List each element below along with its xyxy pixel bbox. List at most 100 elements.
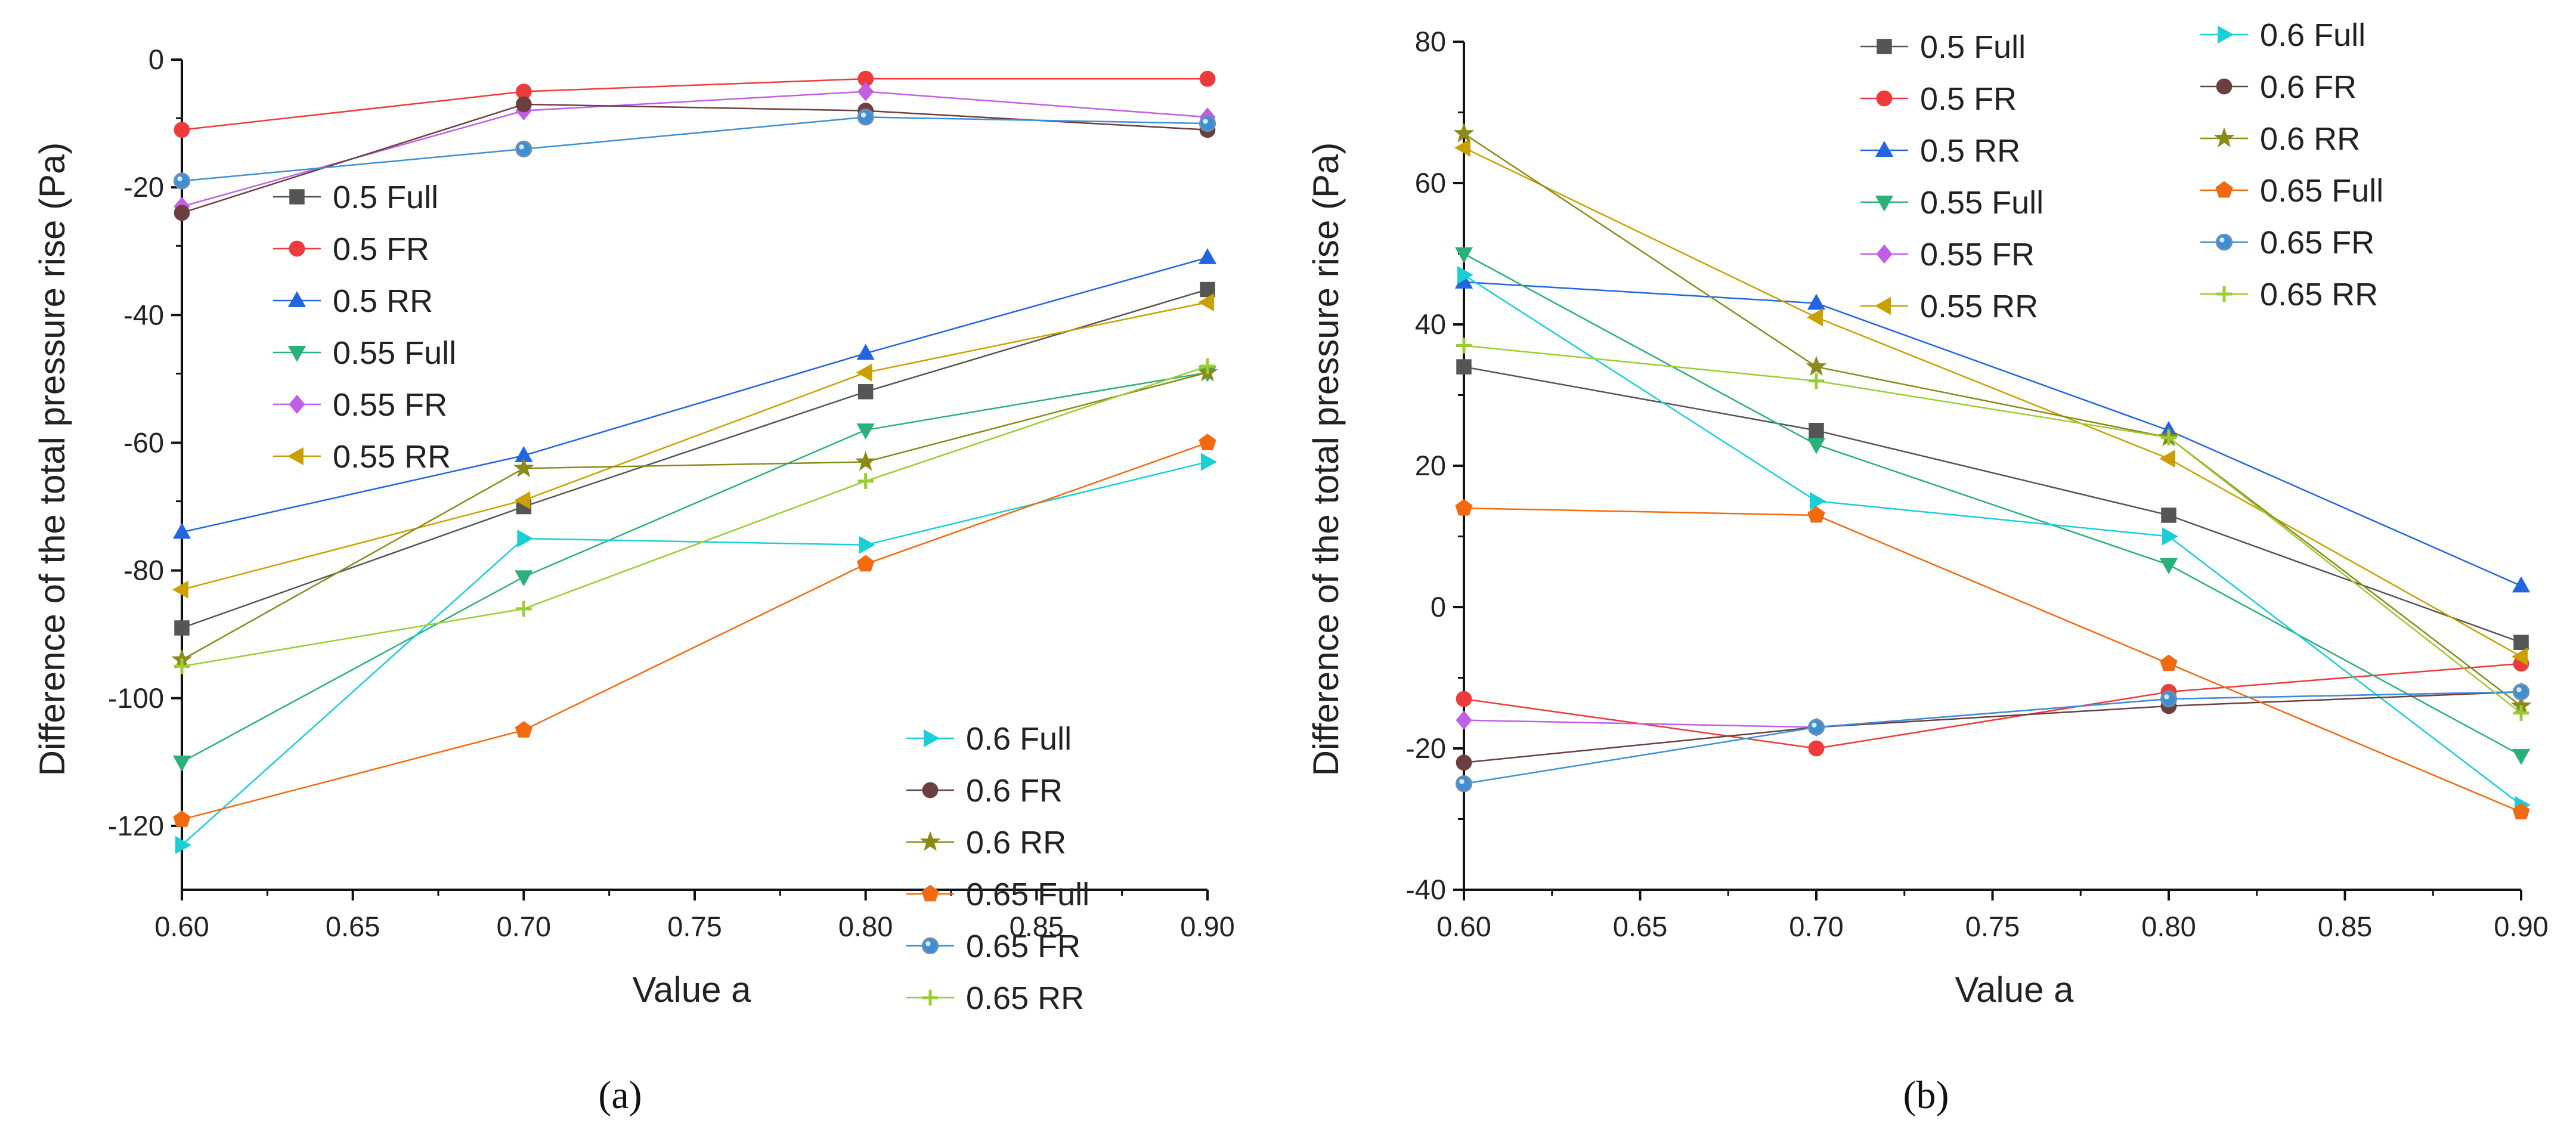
legend-label: 0.5 Full: [333, 180, 438, 215]
panel-a-y-tick-label: -60: [123, 426, 164, 458]
data-point: [857, 82, 874, 101]
panel-b-legend-2: 0.6 Full 0.6 FR 0.6 RR 0.65 Full 0.65 FR 0.65…: [2200, 17, 2383, 312]
data-point: [1454, 138, 1470, 157]
legend-entry: 0.65 Full: [906, 877, 1089, 912]
panel-a-caption: (a): [598, 1073, 642, 1117]
legend-label: 0.6 Full: [2260, 17, 2366, 53]
panel-b-y-tick-label: 80: [1415, 26, 1446, 57]
series-0_55-Full: [172, 366, 1217, 772]
panel-a: Difference of the total pressure rise (P…: [32, 44, 1235, 1117]
data-point: [2161, 507, 2176, 523]
legend-label: 0.55 FR: [333, 387, 447, 423]
legend-marker: [2216, 78, 2233, 95]
panel-a-x-tick-label: 0.80: [838, 911, 893, 942]
legend-label: 0.55 FR: [1920, 237, 2035, 273]
panel-b: Difference of the total pressure rise (P…: [1306, 17, 2549, 1117]
panel-a-y-tick-label: 0: [148, 44, 164, 75]
legend-entry: 0.65 RR: [2200, 277, 2378, 312]
series-0_5-FR: [1456, 655, 2529, 757]
data-point: [1453, 122, 1475, 143]
legend-label: 0.6 RR: [2260, 121, 2360, 157]
legend-label: 0.5 Full: [1920, 29, 2026, 65]
data-point: [513, 457, 534, 478]
series-line: [1463, 691, 2522, 785]
legend-label: 0.65 Full: [2260, 173, 2383, 209]
data-point: [857, 384, 874, 400]
series-0_65-Full: [173, 434, 1216, 827]
legend-marker: [1875, 296, 1891, 315]
legend-marker: [919, 831, 941, 851]
legend-marker: [2218, 25, 2234, 44]
data-point: [1456, 359, 1472, 375]
legend-label: 0.55 Full: [333, 335, 456, 371]
legend-entry: 0.6 FR: [2200, 69, 2357, 105]
series-0_5-Full: [174, 281, 1215, 636]
legend-entry: 0.5 RR: [1860, 133, 2020, 169]
series-line: [1463, 274, 2522, 806]
panel-a-x-tick-label: 0.65: [326, 911, 380, 942]
legend-label: 0.55 Full: [1920, 185, 2044, 221]
legend-entry: 0.6 Full: [2200, 17, 2366, 53]
data-point: [1807, 719, 1825, 736]
legend-label: 0.55 RR: [1920, 289, 2038, 324]
data-point: [857, 109, 874, 126]
panel-b-x-tick-label: 0.60: [1436, 911, 1491, 942]
panel-a-y-tick-label: -100: [108, 682, 164, 714]
data-point: [515, 140, 532, 158]
series-0_65-FR: [173, 109, 1216, 190]
data-point: [174, 620, 190, 636]
data-point: [2159, 558, 2178, 574]
legend-marker: [2216, 286, 2233, 302]
legend-marker: [922, 989, 939, 1006]
legend-entry: 0.5 Full: [1860, 29, 2026, 65]
legend-entry: 0.65 Full: [2200, 173, 2383, 209]
data-point: [857, 473, 874, 489]
data-point: [173, 810, 191, 827]
data-point: [1198, 248, 1217, 264]
panel-b-x-tick-label: 0.85: [2318, 911, 2372, 942]
data-point: [1456, 691, 1472, 707]
data-point: [2512, 576, 2531, 593]
legend-entry: 0.55 Full: [273, 335, 456, 371]
series-line: [181, 78, 1208, 131]
legend-marker: [2213, 127, 2235, 147]
panel-a-y-tick-label: -40: [123, 299, 164, 330]
data-point: [2160, 654, 2178, 671]
data-point: [1199, 358, 1216, 375]
legend-entry: 0.6 RR: [2200, 121, 2360, 157]
legend-entry: 0.6 Full: [906, 721, 1072, 757]
panel-a-legend-2: 0.6 Full 0.6 FR 0.6 RR 0.65 Full 0.65 FR 0.65…: [906, 721, 1089, 1016]
data-point: [2159, 450, 2175, 468]
panel-b-y-axis-label: Difference of the total pressure rise (P…: [1306, 143, 1346, 776]
series-line: [181, 256, 1208, 533]
series-line: [181, 442, 1208, 821]
series-0_5-RR: [172, 248, 1217, 539]
data-point: [514, 491, 531, 509]
panel-a-y-tick-label: -120: [108, 810, 164, 841]
series-line: [1463, 133, 2522, 707]
data-point: [1456, 754, 1472, 771]
legend-label: 0.6 Full: [966, 721, 1072, 757]
panel-a-x-axis-label: Value a: [632, 970, 751, 1010]
legend-entry: 0.65 RR: [906, 980, 1084, 1016]
data-point: [2512, 647, 2528, 666]
data-point: [1807, 438, 1826, 454]
data-point: [172, 580, 188, 599]
data-point: [1199, 434, 1216, 450]
legend-label: 0.65 RR: [2260, 277, 2378, 312]
data-point: [172, 522, 191, 539]
data-point: [173, 172, 191, 190]
series-line: [1463, 366, 2522, 643]
legend-label: 0.55 RR: [333, 439, 451, 475]
data-point: [1457, 265, 1473, 284]
series-line: [1463, 253, 2522, 756]
legend-marker: [1876, 244, 1893, 264]
panel-a-x-tick-label: 0.90: [1180, 911, 1234, 942]
series-0_55-RR: [172, 293, 1214, 599]
series-line: [181, 372, 1208, 763]
data-point: [1808, 373, 1825, 389]
series-line: [181, 301, 1208, 590]
series-line: [181, 365, 1208, 667]
legend-marker: [289, 240, 305, 257]
legend-label: 0.65 RR: [966, 980, 1084, 1016]
